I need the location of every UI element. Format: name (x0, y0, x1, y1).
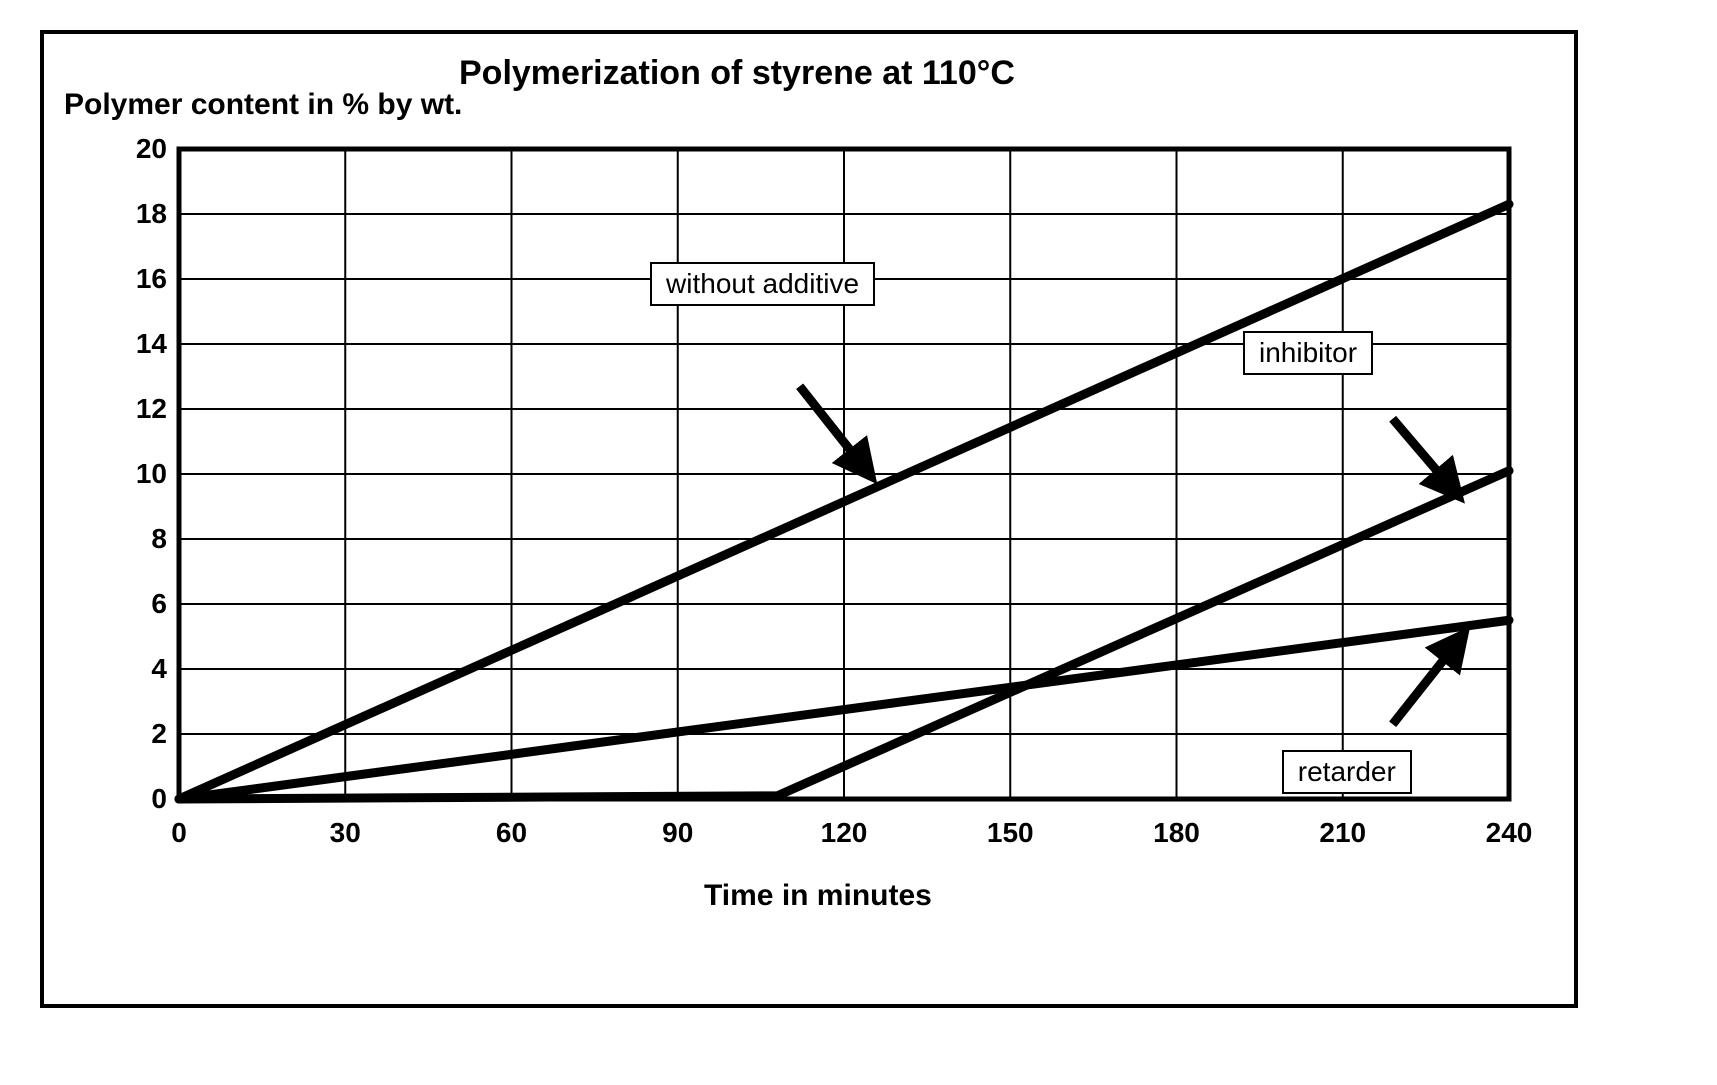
annotation-arrow (1393, 633, 1465, 724)
x-tick-label: 180 (1147, 817, 1207, 849)
annotation-label: inhibitor (1243, 331, 1373, 375)
y-tick-label: 12 (136, 393, 167, 425)
x-tick-label: 150 (980, 817, 1040, 849)
x-tick-label: 60 (482, 817, 542, 849)
y-tick-label: 14 (136, 328, 167, 360)
y-tick-label: 2 (151, 718, 167, 750)
x-tick-label: 120 (814, 817, 874, 849)
y-tick-label: 18 (136, 198, 167, 230)
x-tick-label: 90 (648, 817, 708, 849)
x-axis-label: Time in minutes (704, 879, 932, 913)
page-frame: Polymerization of styrene at 110°C Polym… (0, 0, 1717, 1085)
annotation-label: retarder (1282, 750, 1412, 794)
x-tick-label: 30 (315, 817, 375, 849)
y-tick-label: 16 (136, 263, 167, 295)
y-tick-label: 20 (136, 133, 167, 165)
plot-svg (44, 34, 1574, 1004)
plot-area (44, 34, 1574, 1004)
x-tick-label: 0 (149, 817, 209, 849)
x-tick-label: 210 (1313, 817, 1373, 849)
y-tick-label: 8 (151, 523, 167, 555)
y-tick-label: 6 (151, 588, 167, 620)
y-tick-label: 0 (151, 783, 167, 815)
annotation-arrow (800, 386, 872, 477)
y-tick-label: 10 (136, 458, 167, 490)
annotation-arrow (1393, 419, 1460, 497)
y-tick-label: 4 (151, 653, 167, 685)
chart-frame: Polymerization of styrene at 110°C Polym… (40, 30, 1578, 1008)
x-tick-label: 240 (1479, 817, 1539, 849)
annotation-label: without additive (650, 262, 875, 306)
